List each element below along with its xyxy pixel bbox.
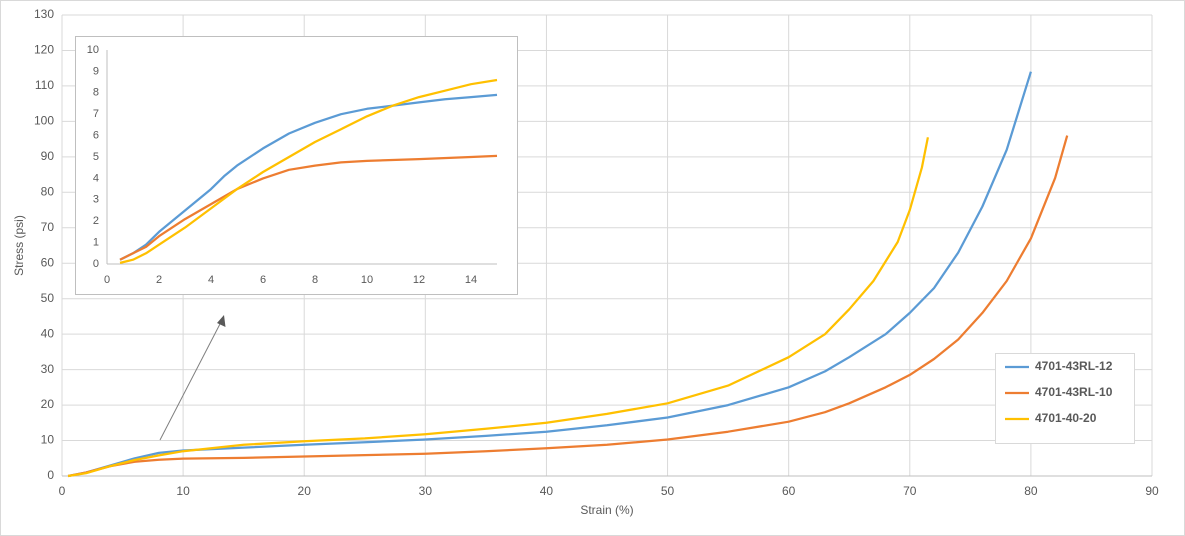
x-tick-label: 10 <box>361 274 373 286</box>
y-tick-label: 8 <box>93 87 99 99</box>
y-tick-label: 7 <box>93 108 99 120</box>
y-tick-label: 3 <box>93 194 99 206</box>
y-tick-label: 5 <box>93 151 99 163</box>
y-tick-label: 100 <box>34 114 54 128</box>
y-tick-label: 50 <box>41 291 55 305</box>
x-tick-label: 90 <box>1145 484 1159 498</box>
x-tick-label: 60 <box>782 484 796 498</box>
x-tick-label: 50 <box>661 484 675 498</box>
y-tick-label: 130 <box>34 7 54 21</box>
arrow-shaft <box>159 321 222 441</box>
y-tick-label: 60 <box>41 255 55 269</box>
x-tick-label: 0 <box>104 274 110 286</box>
y-tick-label: 70 <box>41 220 55 234</box>
y-tick-label: 90 <box>41 149 55 163</box>
x-tick-label: 8 <box>312 274 318 286</box>
x-axis-label: Strain (%) <box>580 503 633 517</box>
x-tick-label: 70 <box>903 484 917 498</box>
series-line <box>119 154 498 261</box>
y-tick-label: 30 <box>41 362 55 376</box>
x-tick-label: 10 <box>176 484 190 498</box>
pointer-arrow <box>159 315 226 441</box>
y-tick-label: 10 <box>41 433 55 447</box>
y-tick-label: 0 <box>93 258 99 270</box>
series-line <box>119 93 498 261</box>
arrow-head <box>217 315 226 327</box>
legend-label: 4701-43RL-10 <box>1035 385 1113 399</box>
y-tick-label: 2 <box>93 215 99 227</box>
y-tick-label: 1 <box>93 237 99 249</box>
x-tick-label: 6 <box>260 274 266 286</box>
legend-label: 4701-40-20 <box>1035 411 1097 425</box>
x-tick-label: 80 <box>1024 484 1038 498</box>
y-tick-label: 120 <box>34 43 54 57</box>
x-tick-label: 20 <box>298 484 312 498</box>
y-tick-label: 80 <box>41 184 55 198</box>
x-tick-label: 2 <box>156 274 162 286</box>
y-tick-label: 10 <box>87 44 99 56</box>
x-tick-label: 40 <box>540 484 554 498</box>
y-tick-label: 110 <box>35 78 54 92</box>
series-line <box>67 135 1069 478</box>
y-tick-label: 4 <box>93 172 99 184</box>
series-line <box>67 71 1032 478</box>
y-axis-label: Stress (psi) <box>12 215 26 276</box>
y-tick-label: 0 <box>47 468 54 482</box>
x-tick-label: 30 <box>419 484 433 498</box>
series-line <box>67 137 930 478</box>
legend-frame <box>995 353 1135 444</box>
series-line <box>119 78 498 264</box>
x-tick-label: 0 <box>59 484 66 498</box>
x-tick-label: 14 <box>465 274 477 286</box>
y-tick-label: 9 <box>93 65 99 77</box>
legend-label: 4701-43RL-12 <box>1035 359 1113 373</box>
y-tick-label: 40 <box>41 326 55 340</box>
x-tick-label: 4 <box>208 274 214 286</box>
y-tick-label: 20 <box>41 397 55 411</box>
x-tick-label: 12 <box>413 274 425 286</box>
y-tick-label: 6 <box>93 130 99 142</box>
